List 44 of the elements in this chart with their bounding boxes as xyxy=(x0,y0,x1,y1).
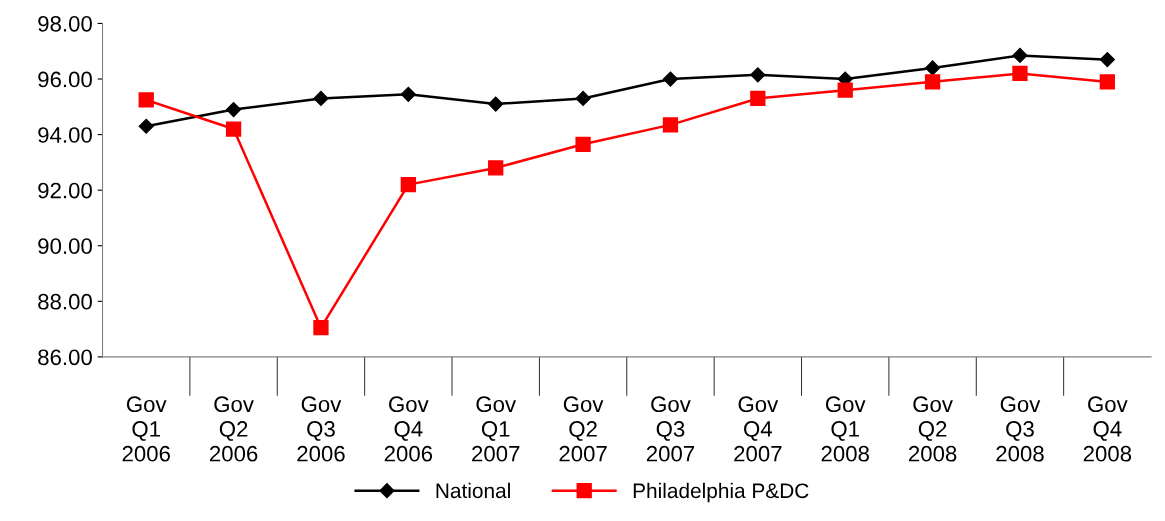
point xyxy=(313,90,329,107)
x-tick-label: Gov Q3 2006 xyxy=(297,396,345,462)
x-tick-label: Gov Q1 2007 xyxy=(472,396,520,462)
y-tick-label: 86.00 xyxy=(38,349,92,366)
x-tick-label: Gov Q2 2008 xyxy=(908,396,957,462)
point xyxy=(138,118,154,134)
point xyxy=(400,86,416,102)
x-tick-label: Gov Q1 2008 xyxy=(821,396,869,462)
x-tick-label: Gov Q2 2006 xyxy=(209,396,258,462)
point xyxy=(575,136,591,152)
point xyxy=(750,90,766,107)
x-tick-label: Gov Q3 2007 xyxy=(646,396,695,462)
y-tick-label: 96.00 xyxy=(38,71,92,88)
y-tick-label: 94.00 xyxy=(38,127,92,143)
point xyxy=(1012,65,1028,82)
y-tick-label: 92.00 xyxy=(38,182,92,199)
point xyxy=(488,96,504,112)
x-tick-label: Gov Q2 2007 xyxy=(559,396,607,462)
point xyxy=(1099,74,1115,90)
legend-label: National xyxy=(436,482,510,499)
point xyxy=(575,90,591,107)
x-tick-label: Gov Q3 2008 xyxy=(996,396,1044,462)
point xyxy=(1099,51,1115,68)
point xyxy=(138,92,154,108)
y-tick-label: 88.00 xyxy=(38,293,92,310)
point xyxy=(1012,47,1028,63)
point xyxy=(837,82,853,98)
point xyxy=(226,102,242,118)
point xyxy=(225,121,242,137)
point xyxy=(750,67,766,83)
point xyxy=(925,60,941,76)
point xyxy=(313,320,329,336)
point xyxy=(488,160,504,176)
y-tick-label: 90.00 xyxy=(38,238,92,255)
point xyxy=(924,74,941,90)
x-tick-label: Gov Q4 2008 xyxy=(1083,396,1132,462)
point xyxy=(400,176,416,193)
point xyxy=(662,71,679,87)
x-tick-label: Gov Q4 2007 xyxy=(734,396,782,462)
legend-label: Philadelphia P&DC xyxy=(633,482,809,503)
y-tick-label: 98.00 xyxy=(38,15,92,32)
x-tick-label: Gov Q1 2006 xyxy=(122,396,170,462)
point xyxy=(662,117,679,133)
x-tick-label: Gov Q4 2006 xyxy=(384,396,433,462)
